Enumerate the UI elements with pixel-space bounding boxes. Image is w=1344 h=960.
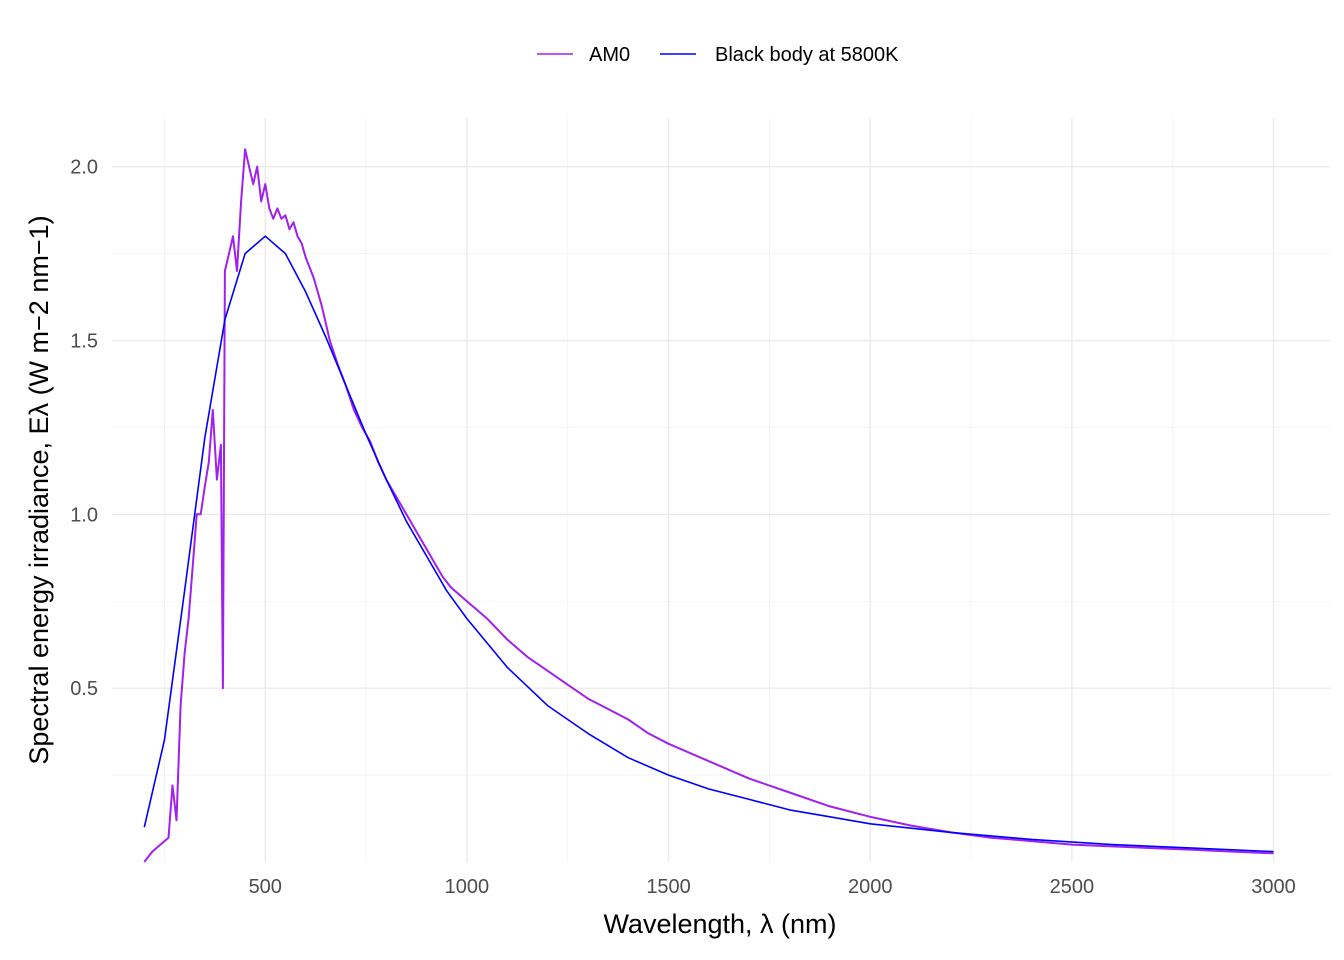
legend-label-am0: AM0: [589, 44, 630, 66]
y-tick-label: 2.0: [70, 157, 98, 179]
y-tick-label: 1.0: [70, 504, 98, 526]
legend: AM0 Black body at 5800K: [537, 44, 899, 66]
x-tick-label: 1000: [445, 876, 490, 898]
x-tick-label: 3000: [1251, 876, 1296, 898]
y-axis-ticks: 0.5 1.0 1.5 2.0: [70, 157, 98, 700]
x-tick-label: 1500: [646, 876, 691, 898]
x-axis-title: Wavelength, λ (nm): [603, 909, 836, 939]
x-tick-label: 2000: [848, 876, 893, 898]
x-tick-label: 500: [249, 876, 282, 898]
legend-label-blackbody: Black body at 5800K: [715, 44, 899, 66]
x-axis-ticks: 500 1000 1500 2000 2500 3000: [249, 876, 1296, 898]
plot-area: [143, 148, 1274, 863]
x-tick-label: 2500: [1050, 876, 1095, 898]
series-line-am0: [143, 148, 1274, 863]
series-line-blackbody: [143, 235, 1274, 853]
y-tick-label: 0.5: [70, 678, 98, 700]
grid: [112, 118, 1330, 862]
y-tick-label: 1.5: [70, 331, 98, 353]
y-axis-title: Spectral energy irradiance, Eλ (W m−2 nm…: [24, 215, 54, 764]
